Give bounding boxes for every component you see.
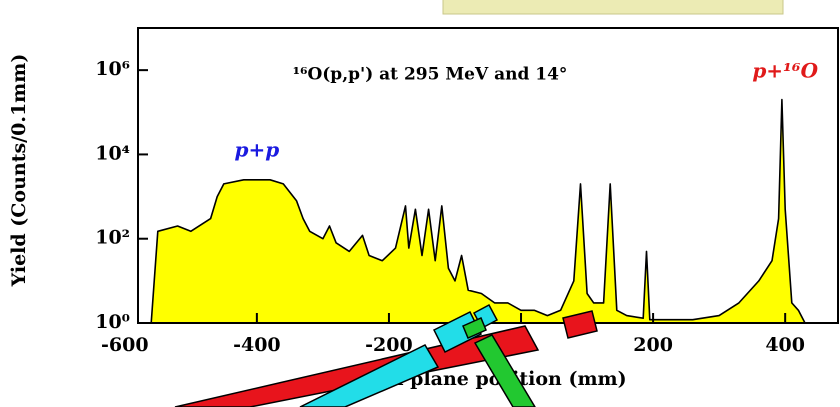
cyan-bar [299,344,440,407]
y-axis-label: Yield (Counts/0.1mm) [8,54,30,288]
cyan-box [432,310,483,354]
y-tick-label: 10⁴ [95,142,130,164]
annotation: p+¹⁶O [752,59,818,83]
detector-overlay [174,303,598,407]
x-tick-label: -600 [101,334,149,356]
x-tick-label: -200 [365,334,413,356]
red-small [562,310,598,339]
spectrum-area [150,98,806,324]
y-tick-label: 10⁶ [95,58,130,80]
green-bar [473,334,536,407]
x-tick-label: -400 [233,334,281,356]
chart-title: ¹⁶O(p,p') at 295 MeV and 14° [293,65,568,85]
y-tick-label: 10⁰ [95,311,130,333]
x-tick-label: 200 [633,334,673,356]
y-tick-label: 10² [95,227,130,249]
green-box [462,317,487,339]
annotation: p+p [235,138,280,162]
header-box [442,0,784,15]
x-tick-label: 400 [765,334,805,356]
